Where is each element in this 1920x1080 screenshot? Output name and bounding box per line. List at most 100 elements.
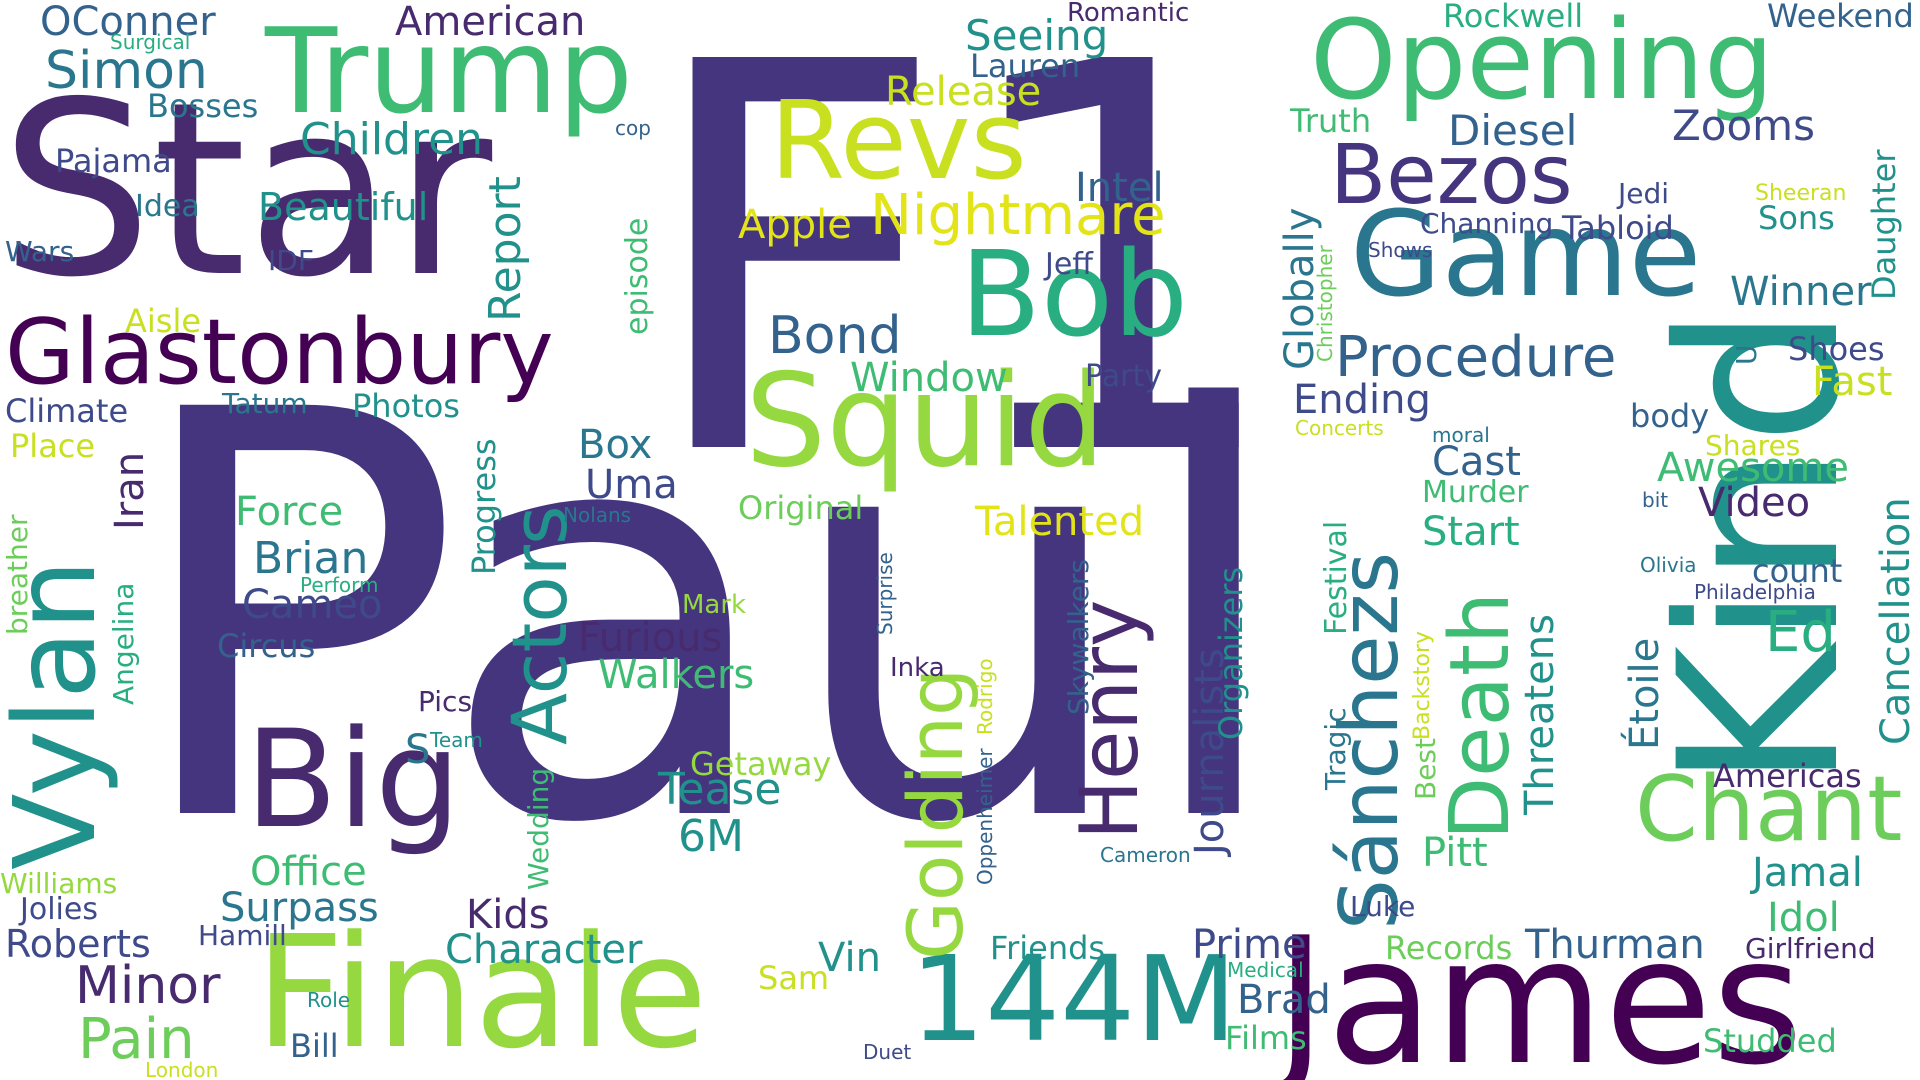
word-force: Force <box>235 489 344 535</box>
word-children: Children <box>300 114 484 165</box>
word-weekend: Weekend <box>1767 0 1914 35</box>
word-threatens: Threatens <box>1517 614 1563 815</box>
word-body: body <box>1630 397 1710 435</box>
word-studded: Studded <box>1703 1022 1837 1060</box>
word-cameo: Cameo <box>242 582 383 628</box>
word-episode: episode <box>620 217 655 335</box>
word-surpass: Surpass <box>220 885 379 931</box>
word-perform: Perform <box>300 573 379 597</box>
word-death: Death <box>1433 592 1528 840</box>
word-aisle: Aisle <box>125 302 202 340</box>
word-american: American <box>395 0 586 45</box>
word-count: count <box>1752 552 1843 590</box>
word-sons: Sons <box>1758 199 1835 237</box>
word-finale: Finale <box>255 902 708 1080</box>
word-tease: Tease <box>658 764 782 815</box>
word-game: Game <box>1350 185 1702 323</box>
word-furious: Furious <box>578 615 723 661</box>
word-duet: Duet <box>863 1040 912 1064</box>
word-kids: Kids <box>466 892 550 938</box>
word-idea: Idea <box>135 189 200 224</box>
word-jamal: Jamal <box>1752 850 1863 896</box>
word-angelina: Angelina <box>107 582 140 705</box>
word-bezos: Bezos <box>1330 128 1573 223</box>
word-diesel: Diesel <box>1448 106 1578 155</box>
word-brian: Brian <box>253 533 369 584</box>
word-opening: Opening <box>1310 0 1774 124</box>
word-skywalkers: Skywalkers <box>1062 559 1095 715</box>
word-f1: F1 <box>640 0 1289 574</box>
word-fast: Fast <box>1812 359 1893 405</box>
word-etoile: Étoile <box>1622 637 1668 750</box>
word-star: Star <box>0 50 493 330</box>
word-character: Character <box>445 927 643 973</box>
word-photos: Photos <box>352 387 460 425</box>
word-moral: moral <box>1432 423 1490 447</box>
word-globally: Globally <box>1277 207 1323 370</box>
word-romantic: Romantic <box>1067 0 1190 28</box>
word-tragic: Tragic <box>1319 707 1352 790</box>
word-pitt: Pitt <box>1422 830 1488 876</box>
word-zooms: Zooms <box>1672 101 1815 150</box>
word-jedi: Jedi <box>1618 177 1670 210</box>
word-jeff: Jeff <box>1045 247 1093 282</box>
word-sheeran: Sheeran <box>1755 181 1847 206</box>
word-vin: Vin <box>818 935 881 981</box>
word-daughter: Daughter <box>1865 149 1903 300</box>
word-rockwell: Rockwell <box>1443 0 1584 35</box>
word-bosses: Bosses <box>147 87 259 125</box>
word-minor: Minor <box>75 956 221 1016</box>
word-apple: Apple <box>738 202 852 248</box>
word-records: Records <box>1385 929 1513 967</box>
word-friends: Friends <box>990 929 1106 967</box>
word-lauren: Lauren <box>970 47 1081 85</box>
word-original: Original <box>738 489 864 527</box>
word-channing: Channing <box>1420 207 1554 240</box>
word-actors: Actors <box>495 505 584 745</box>
word-films: Films <box>1225 1019 1307 1057</box>
word-report: Report <box>480 176 531 322</box>
word-circus: Circus <box>217 627 316 665</box>
word-6m: 6M <box>678 811 744 862</box>
word-best: Best <box>1409 737 1442 800</box>
word-shares: Shares <box>1705 429 1801 462</box>
word-cast: Cast <box>1432 439 1521 485</box>
word-oppenheimer: Oppenheimer <box>973 748 997 885</box>
word-glastonbury: Glastonbury <box>5 300 554 405</box>
word-rodrigo: Rodrigo <box>973 658 997 735</box>
word-bill: Bill <box>290 1027 339 1065</box>
word-squid: Squid <box>745 347 1106 496</box>
word-place: Place <box>10 427 96 465</box>
word-intel: Intel <box>1075 165 1164 211</box>
word-concerts: Concerts <box>1295 416 1384 440</box>
word-u: U <box>1730 344 1763 366</box>
word-pain: Pain <box>78 1007 195 1072</box>
word-seeing: Seeing <box>965 11 1109 60</box>
word-sam: Sam <box>758 959 830 997</box>
word-ending: Ending <box>1293 377 1431 423</box>
word-walkers: Walkers <box>598 652 755 698</box>
word-144m: 144M <box>910 930 1238 1068</box>
word-cancellation: Cancellation <box>1873 497 1919 745</box>
word-revs: Revs <box>770 79 1027 204</box>
word-party: Party <box>1085 359 1162 394</box>
word-brad: Brad <box>1237 977 1331 1023</box>
word-winner: Winner <box>1730 269 1872 315</box>
word-backstory: Backstory <box>1410 630 1435 740</box>
word-truth: Truth <box>1290 102 1372 140</box>
word-wars: Wars <box>5 235 75 268</box>
word-cop: cop <box>615 116 651 140</box>
word-ed: Ed <box>1765 600 1836 665</box>
word-hamill: Hamill <box>198 919 287 952</box>
word-big: Big <box>245 701 461 858</box>
word-surgical: Surgical <box>110 30 191 54</box>
word-festival: Festival <box>1319 520 1354 635</box>
word-prime: Prime <box>1192 922 1307 968</box>
word-shoes: Shoes <box>1788 330 1885 368</box>
word-olivia: Olivia <box>1640 553 1697 577</box>
word-climate: Climate <box>5 392 129 430</box>
word-james: James <box>1275 901 1804 1080</box>
word-paul: Paul <box>125 294 1292 946</box>
word-breather: breather <box>1 514 34 635</box>
word-girlfriend: Girlfriend <box>1745 932 1876 965</box>
